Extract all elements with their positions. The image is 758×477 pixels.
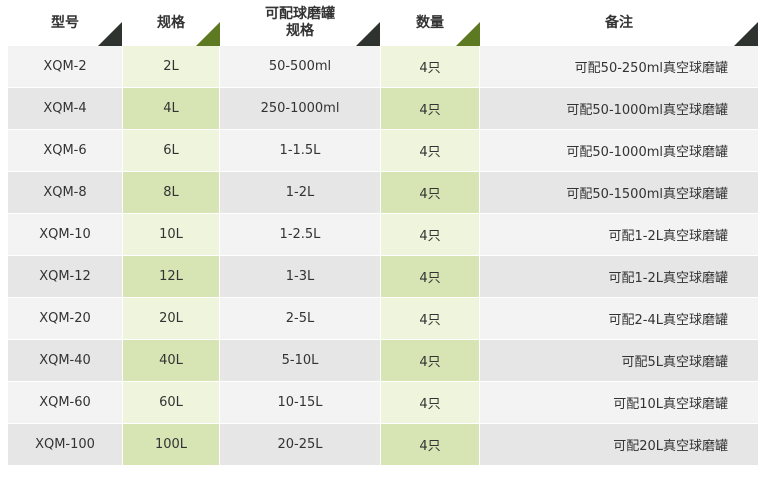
capacity-cell: 100L [122,424,220,466]
jar-spec-cell: 1-2.5L [220,214,380,256]
table-row: XQM-100 100L 20-25L 4只 可配20L真空球磨罐 [8,424,758,466]
quantity-cell: 4只 [380,340,480,382]
remarks-cell: 可配50-1500ml真空球磨罐 [480,172,758,214]
model-cell: XQM-6 [8,130,122,172]
capacity-cell: 12L [122,256,220,298]
header-capacity: 规格 [122,0,220,46]
jar-spec-cell: 50-500ml [220,46,380,88]
capacity-cell: 60L [122,382,220,424]
capacity-cell: 40L [122,340,220,382]
corner-triangle-icon [196,22,220,46]
quantity-cell: 4只 [380,130,480,172]
corner-triangle-icon [98,22,122,46]
model-cell: XQM-40 [8,340,122,382]
model-cell: XQM-10 [8,214,122,256]
jar-spec-cell: 5-10L [220,340,380,382]
remarks-cell: 可配50-1000ml真空球磨罐 [480,88,758,130]
quantity-cell: 4只 [380,382,480,424]
table-row: XQM-60 60L 10-15L 4只 可配10L真空球磨罐 [8,382,758,424]
capacity-cell: 20L [122,298,220,340]
table-row: XQM-2 2L 50-500ml 4只 可配50-250ml真空球磨罐 [8,46,758,88]
jar-spec-cell: 20-25L [220,424,380,466]
jar-spec-cell: 250-1000ml [220,88,380,130]
corner-triangle-icon [356,22,380,46]
header-remarks: 备注 [480,0,758,46]
header-model: 型号 [8,0,122,46]
model-cell: XQM-20 [8,298,122,340]
table-row: XQM-8 8L 1-2L 4只 可配50-1500ml真空球磨罐 [8,172,758,214]
model-cell: XQM-2 [8,46,122,88]
remarks-cell: 可配10L真空球磨罐 [480,382,758,424]
table-row: XQM-20 20L 2-5L 4只 可配2-4L真空球磨罐 [8,298,758,340]
table-row: XQM-40 40L 5-10L 4只 可配5L真空球磨罐 [8,340,758,382]
jar-spec-cell: 1-1.5L [220,130,380,172]
remarks-cell: 可配1-2L真空球磨罐 [480,256,758,298]
remarks-cell: 可配50-250ml真空球磨罐 [480,46,758,88]
remarks-cell: 可配2-4L真空球磨罐 [480,298,758,340]
jar-spec-cell: 10-15L [220,382,380,424]
quantity-cell: 4只 [380,298,480,340]
table-row: XQM-4 4L 250-1000ml 4只 可配50-1000ml真空球磨罐 [8,88,758,130]
spec-table: 型号 规格 可配球磨罐 规格 数量 备注 XQM-2 2L 50-500ml 4只 可配5… [8,0,758,466]
capacity-cell: 10L [122,214,220,256]
remarks-cell: 可配20L真空球磨罐 [480,424,758,466]
header-quantity: 数量 [380,0,480,46]
header-row: 型号 规格 可配球磨罐 规格 数量 备注 [8,0,758,46]
header-jar-spec: 可配球磨罐 规格 [220,0,380,46]
quantity-cell: 4只 [380,88,480,130]
jar-spec-cell: 2-5L [220,298,380,340]
corner-triangle-icon [456,22,480,46]
quantity-cell: 4只 [380,172,480,214]
quantity-cell: 4只 [380,256,480,298]
remarks-cell: 可配5L真空球磨罐 [480,340,758,382]
remarks-cell: 可配1-2L真空球磨罐 [480,214,758,256]
model-cell: XQM-8 [8,172,122,214]
capacity-cell: 6L [122,130,220,172]
quantity-cell: 4只 [380,424,480,466]
jar-spec-cell: 1-2L [220,172,380,214]
model-cell: XQM-60 [8,382,122,424]
table-row: XQM-10 10L 1-2.5L 4只 可配1-2L真空球磨罐 [8,214,758,256]
table-row: XQM-6 6L 1-1.5L 4只 可配50-1000ml真空球磨罐 [8,130,758,172]
capacity-cell: 4L [122,88,220,130]
table-row: XQM-12 12L 1-3L 4只 可配1-2L真空球磨罐 [8,256,758,298]
remarks-cell: 可配50-1000ml真空球磨罐 [480,130,758,172]
capacity-cell: 8L [122,172,220,214]
capacity-cell: 2L [122,46,220,88]
model-cell: XQM-4 [8,88,122,130]
corner-triangle-icon [734,22,758,46]
jar-spec-cell: 1-3L [220,256,380,298]
quantity-cell: 4只 [380,214,480,256]
model-cell: XQM-12 [8,256,122,298]
model-cell: XQM-100 [8,424,122,466]
quantity-cell: 4只 [380,46,480,88]
